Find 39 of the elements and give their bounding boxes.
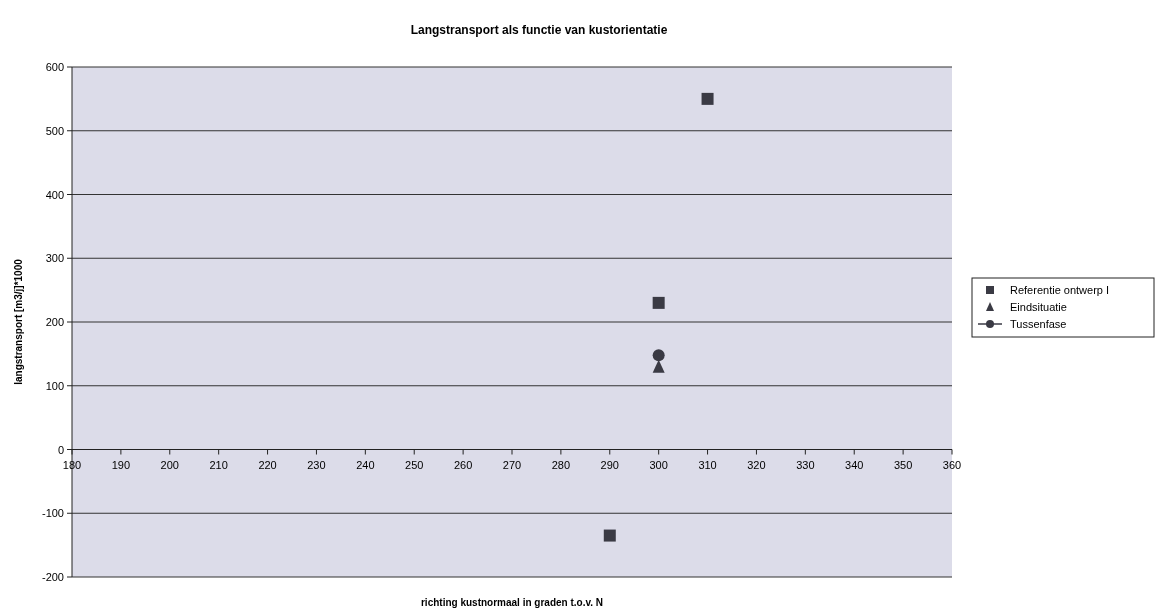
point — [701, 92, 714, 105]
y-axis-title: langstransport [m3/j]*1000 — [13, 258, 24, 385]
x-tick-label: 180 — [62, 458, 82, 471]
point — [603, 529, 616, 542]
y-tick-label: 600 — [45, 61, 64, 73]
x-tick-label: 330 — [796, 458, 815, 471]
x-axis-title: richting kustnormaal in graden t.o.v. N — [420, 597, 604, 608]
x-tick-label: 280 — [551, 458, 571, 471]
x-tick-label: 210 — [209, 458, 228, 471]
point — [652, 359, 665, 373]
x-tick-label: 290 — [600, 458, 619, 471]
x-tick-label: 190 — [111, 458, 131, 471]
y-tick-label: -200 — [41, 571, 64, 583]
point — [652, 349, 665, 362]
x-tick-label: 360 — [942, 458, 962, 471]
point — [652, 296, 665, 309]
x-tick-label: 220 — [258, 458, 277, 471]
x-tick-label: 270 — [502, 458, 522, 471]
x-tick-label: 240 — [356, 458, 375, 471]
y-tick-label: 0 — [57, 443, 64, 456]
x-tick-label: 250 — [405, 458, 424, 471]
x-tick-label: 260 — [453, 458, 473, 471]
y-tick-label: 100 — [45, 379, 64, 392]
x-tick-label: 350 — [893, 458, 913, 471]
y-tick-label: 500 — [45, 124, 64, 137]
legend-label: Tussenfase — [1010, 318, 1067, 330]
x-tick-label: 230 — [307, 458, 326, 471]
y-tick-label: 200 — [45, 316, 64, 328]
y-tick-label: -100 — [41, 507, 64, 520]
x-tick-label: 320 — [747, 458, 766, 471]
legend-label: Referentie ontwerp I — [1010, 284, 1110, 296]
x-tick-label: 200 — [160, 458, 179, 471]
chart-title: Langstransport als functie van kustorientatie — [410, 23, 668, 37]
x-tick-label: 300 — [649, 458, 668, 471]
y-tick-label: 400 — [45, 188, 64, 201]
y-tick-label: 300 — [45, 252, 64, 265]
x-tick-label: 340 — [845, 458, 864, 471]
legend-label: Eindsituatie — [1010, 301, 1067, 313]
x-tick-label: 310 — [698, 458, 717, 471]
